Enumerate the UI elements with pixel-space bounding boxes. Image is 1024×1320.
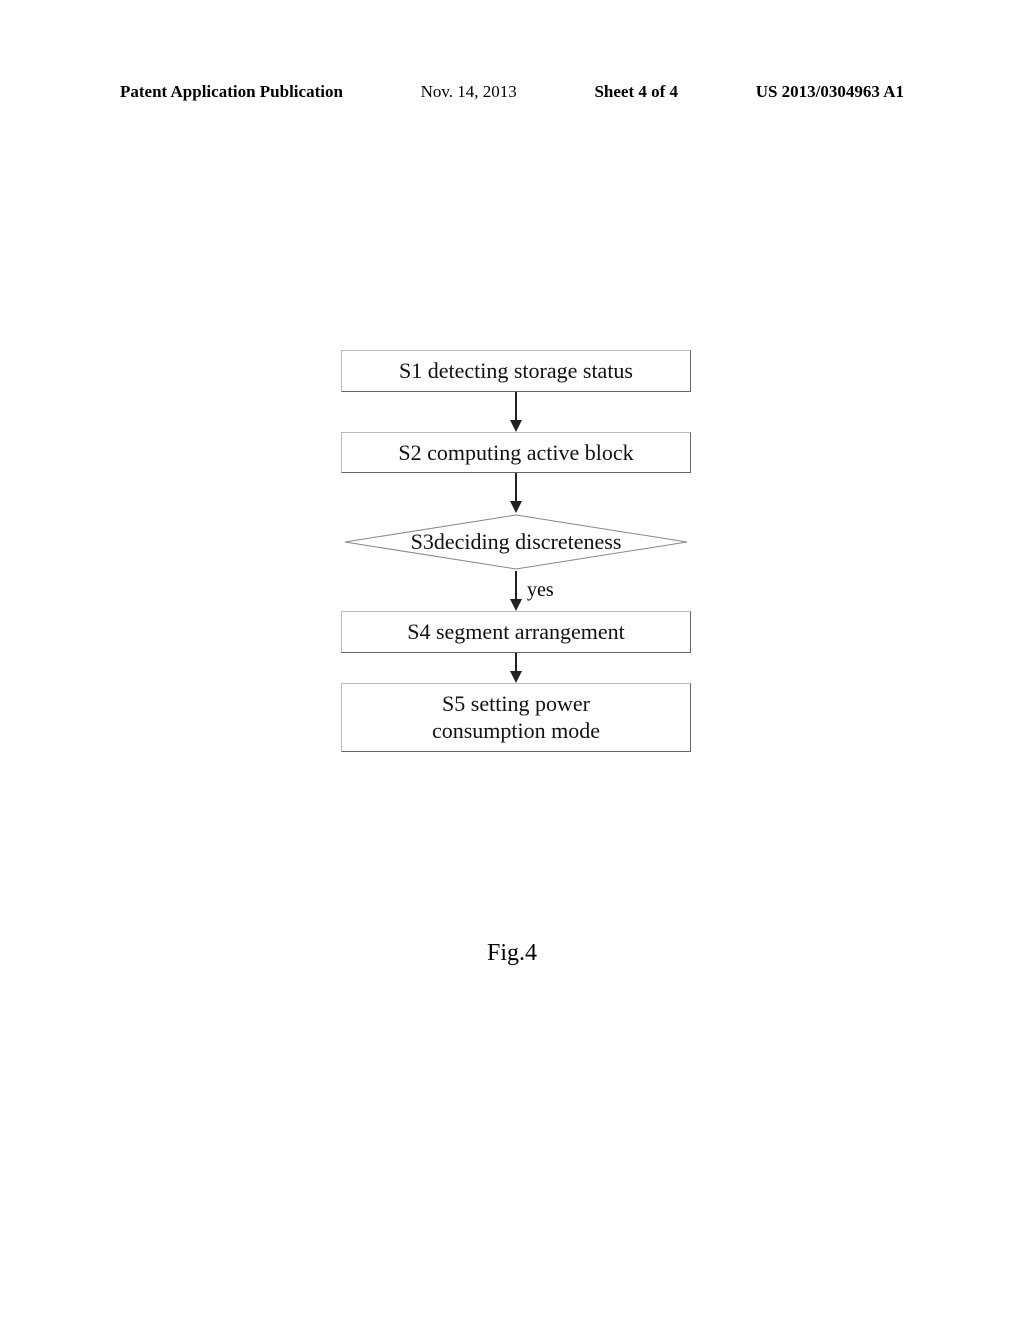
step-s5: S5 setting power consumption mode — [341, 683, 691, 752]
step-s2: S2 computing active block — [341, 432, 691, 474]
header-pubno: US 2013/0304963 A1 — [756, 82, 904, 102]
decision-s3: S3deciding discreteness — [341, 513, 691, 571]
arrow-icon: yes — [515, 571, 517, 611]
decision-label: S3deciding discreteness — [341, 513, 691, 571]
step-s4: S4 segment arrangement — [341, 611, 691, 653]
arrow-icon — [515, 653, 517, 683]
yes-label: yes — [527, 579, 554, 602]
arrow-icon — [515, 392, 517, 432]
step-s1: S1 detecting storage status — [341, 350, 691, 392]
page-header: Patent Application Publication Nov. 14, … — [0, 82, 1024, 102]
header-sheet: Sheet 4 of 4 — [594, 82, 678, 102]
flowchart: S1 detecting storage status S2 computing… — [326, 350, 706, 752]
arrow-icon — [515, 473, 517, 513]
header-date: Nov. 14, 2013 — [421, 82, 517, 102]
header-left: Patent Application Publication — [120, 82, 343, 102]
figure-label: Fig.4 — [0, 940, 1024, 967]
